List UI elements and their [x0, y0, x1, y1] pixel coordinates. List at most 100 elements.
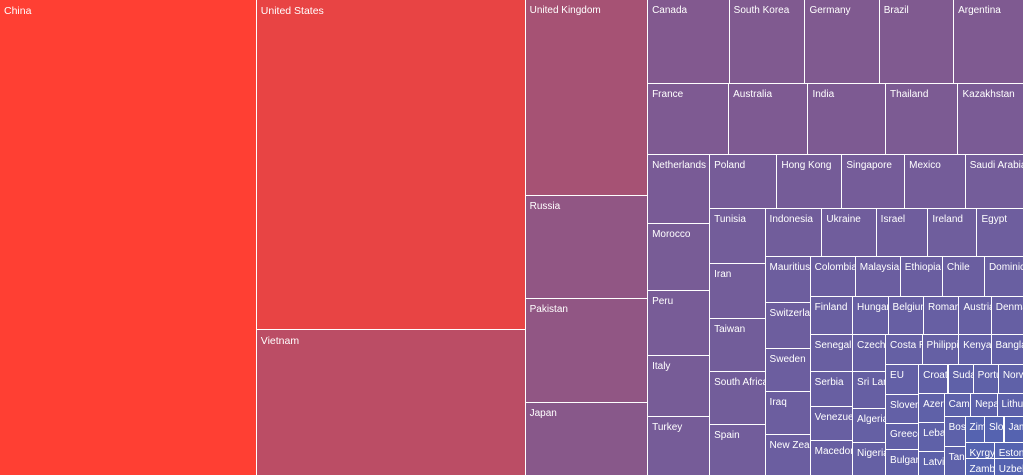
treemap-cell-label: Belgium	[892, 302, 923, 314]
treemap-cell: New Zealand	[765, 435, 811, 476]
treemap-cell: Bulgaria	[886, 450, 920, 476]
treemap-cell: Japan	[525, 403, 649, 476]
treemap-cell-label: Saudi Arabia	[969, 159, 1024, 171]
treemap-cell-label: Sweden	[769, 353, 806, 365]
treemap-cell: Lebanon	[919, 423, 945, 452]
treemap-cell: Estonia	[994, 442, 1024, 460]
treemap-cell: Ukraine	[822, 209, 877, 257]
treemap-cell-label: Hong Kong	[781, 159, 832, 171]
treemap-cell: Peru	[648, 290, 711, 356]
treemap-cell-label: South Korea	[733, 5, 790, 16]
treemap-cell: Malaysia	[855, 256, 901, 298]
treemap-cell-label: United Kingdom	[529, 5, 601, 16]
treemap-cell-label: Kyrgyzstan	[969, 447, 995, 459]
treemap-cell: Indonesia	[765, 209, 823, 257]
treemap-cell-label: Serbia	[814, 377, 844, 389]
treemap-cell-label: Netherlands	[652, 159, 706, 171]
treemap-cell-label: Austria	[963, 302, 992, 314]
treemap-cell-label: Colombia	[814, 261, 856, 273]
treemap-cell-label: EU	[890, 370, 904, 382]
treemap-cell-label: Finland	[814, 302, 848, 314]
treemap-cell: Bangladesh	[991, 335, 1024, 366]
treemap-cell: Australia	[729, 83, 809, 155]
treemap-cell: Thailand	[886, 83, 959, 155]
treemap-cell: Uzbekistan	[994, 459, 1024, 476]
treemap-cell: United Kingdom	[525, 0, 649, 196]
treemap-cell-label: Kenya	[963, 340, 992, 352]
treemap-cell: Jamaica	[1004, 417, 1024, 443]
treemap-cell-label: Bangladesh	[995, 340, 1023, 352]
treemap-cell-label: Slovenia	[890, 399, 918, 411]
treemap-cell: India	[808, 83, 887, 155]
treemap-cell: Kazakhstan	[958, 83, 1024, 155]
treemap-cell: Czech Republic	[853, 335, 887, 373]
treemap-cell: Turkey	[648, 416, 711, 476]
treemap-cell-label: Macedonia	[814, 446, 852, 458]
treemap-cell: Bosnia	[944, 417, 966, 447]
treemap-cell-label: Nigeria	[857, 447, 887, 459]
treemap-cell-label: Tanzania	[948, 451, 965, 463]
treemap-cell-label: Germany	[809, 5, 851, 16]
treemap-cell-label: Sri Lanka	[857, 377, 885, 389]
treemap-cell-label: Jamaica	[1008, 422, 1023, 434]
treemap-cell-label: Nepal	[975, 399, 996, 411]
treemap-cell-label: Ukraine	[826, 214, 861, 226]
treemap-cell: Spain	[710, 425, 766, 476]
treemap-cell-label: Thailand	[890, 88, 929, 100]
treemap-cell-label: Peru	[652, 295, 674, 307]
treemap-cell-label: Tunisia	[714, 214, 746, 226]
treemap-cell: Tunisia	[710, 209, 766, 265]
treemap-cell: Azerbaijan	[919, 394, 945, 424]
treemap-cell: Venezuela	[810, 406, 854, 442]
treemap-cell: Macedonia	[810, 441, 854, 476]
treemap-cell-label: Lithuania	[1001, 399, 1024, 411]
treemap-cell-label: Poland	[714, 159, 746, 171]
treemap-cell-label: Romania	[928, 302, 960, 314]
treemap-cell: Greece	[886, 424, 920, 451]
treemap-cell-label: Russia	[529, 200, 561, 212]
treemap-cell: Latvia	[919, 452, 945, 476]
treemap-cell: Croatia	[919, 365, 949, 395]
treemap-cell-label: Bosnia	[948, 422, 966, 434]
treemap-cell: Zimbabwe	[965, 417, 985, 443]
treemap-cell-label: United States	[260, 5, 324, 17]
treemap-cell-label: Greece	[890, 429, 918, 441]
treemap-cell-label: Vietnam	[260, 334, 300, 347]
treemap-cell: Nigeria	[853, 442, 887, 476]
treemap-cell: Austria	[959, 297, 992, 336]
treemap-cell: Kenya	[959, 335, 992, 366]
treemap-cell: Costa Rica	[886, 335, 923, 366]
treemap-cell-label: Morocco	[652, 228, 691, 240]
treemap-cell-label: Kazakhstan	[962, 88, 1015, 100]
treemap-cell: Romania	[924, 297, 960, 336]
treemap-cell: Pakistan	[525, 299, 649, 404]
treemap-cell-label: Switzerland	[769, 307, 811, 319]
treemap-cell-label: Japan	[529, 408, 557, 420]
treemap-cell: Russia	[525, 195, 649, 300]
treemap-cell: Norway	[998, 365, 1024, 395]
treemap-cell: Iran	[710, 264, 766, 320]
treemap-cell-label: Argentina	[958, 5, 1001, 16]
treemap-cell-label: Slovakia	[989, 422, 1004, 434]
treemap-cell: Chile	[942, 256, 985, 298]
treemap-cell: Italy	[648, 355, 711, 417]
treemap-cell-label: Ethiopia	[904, 261, 941, 273]
treemap-cell-label: Taiwan	[714, 324, 746, 336]
treemap-cell-label: Senegal	[814, 339, 852, 351]
treemap-cell-label: Latvia	[923, 457, 945, 468]
treemap-cell-label: Ireland	[932, 214, 963, 226]
treemap-cell-label: Iran	[714, 269, 732, 281]
treemap-cell: Poland	[710, 154, 778, 210]
treemap-cell-label: Chile	[946, 261, 970, 273]
treemap-cell: Taiwan	[710, 319, 766, 373]
treemap-cell-label: Algeria	[857, 414, 887, 426]
treemap-cell: Ethiopia	[900, 256, 943, 298]
treemap-cell-label: Philippines	[926, 340, 959, 352]
treemap-cell: Colombia	[810, 256, 856, 298]
treemap-cell-label: Dominican Republic	[988, 261, 1023, 273]
treemap-cell: Canada	[648, 0, 730, 84]
treemap-cell: Brazil	[879, 0, 955, 84]
treemap-cell-label: Pakistan	[529, 304, 568, 316]
treemap-cell-label: China	[4, 5, 32, 17]
treemap-cell-label: Uzbekistan	[998, 464, 1023, 476]
